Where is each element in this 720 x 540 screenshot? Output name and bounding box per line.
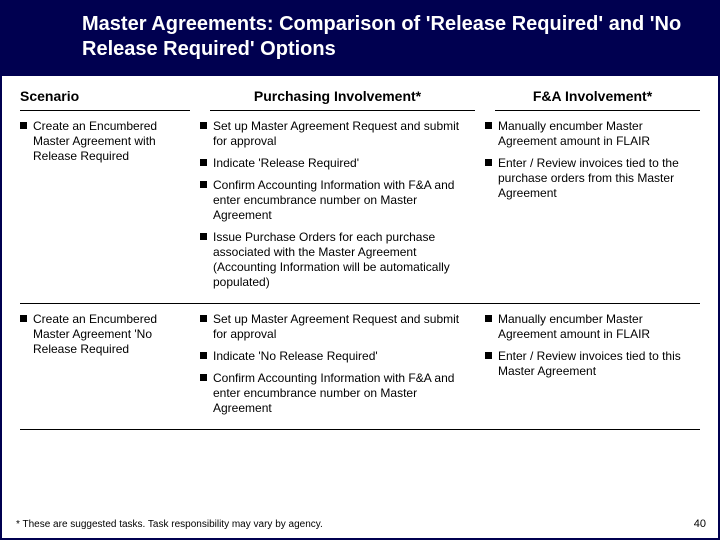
header-scenario: Scenario xyxy=(20,88,190,104)
list-item: Confirm Accounting Information with F&A … xyxy=(200,371,475,416)
bullet-icon xyxy=(485,159,492,166)
scenario-item: Create an Encumbered Master Agreement wi… xyxy=(20,119,190,164)
bullet-icon xyxy=(200,181,207,188)
content-area: Scenario Purchasing Involvement* F&A Inv… xyxy=(2,76,718,430)
scenario-row: Create an Encumbered Master Agreement 'N… xyxy=(20,304,700,429)
bullet-icon xyxy=(485,352,492,359)
scenario-item: Create an Encumbered Master Agreement 'N… xyxy=(20,312,190,357)
list-item: Manually encumber Master Agreement amoun… xyxy=(485,119,700,149)
bullet-icon xyxy=(485,122,492,129)
list-item: Set up Master Agreement Request and subm… xyxy=(200,312,475,342)
bullet-icon xyxy=(200,122,207,129)
list-item: Indicate 'Release Required' xyxy=(200,156,475,171)
list-item: Issue Purchase Orders for each purchase … xyxy=(200,230,475,290)
page-number: 40 xyxy=(694,518,706,530)
scenario-text: Create an Encumbered Master Agreement 'N… xyxy=(33,312,190,357)
column-headers: Scenario Purchasing Involvement* F&A Inv… xyxy=(20,88,700,108)
list-item: Indicate 'No Release Required' xyxy=(200,349,475,364)
list-item: Set up Master Agreement Request and subm… xyxy=(200,119,475,149)
list-item: Confirm Accounting Information with F&A … xyxy=(200,178,475,223)
bullet-icon xyxy=(200,159,207,166)
row-divider xyxy=(20,429,700,430)
bullet-icon xyxy=(200,352,207,359)
list-item: Manually encumber Master Agreement amoun… xyxy=(485,312,700,342)
scenario-text: Create an Encumbered Master Agreement wi… xyxy=(33,119,190,164)
list-item: Enter / Review invoices tied to this Mas… xyxy=(485,349,700,379)
page-title: Master Agreements: Comparison of 'Releas… xyxy=(82,13,681,60)
title-bar: Master Agreements: Comparison of 'Releas… xyxy=(2,2,718,76)
footnote: * These are suggested tasks. Task respon… xyxy=(16,519,323,530)
bullet-icon xyxy=(200,374,207,381)
bullet-icon xyxy=(20,122,27,129)
bullet-icon xyxy=(200,233,207,240)
bullet-icon xyxy=(20,315,27,322)
scenario-row: Create an Encumbered Master Agreement wi… xyxy=(20,111,700,303)
header-purchasing: Purchasing Involvement* xyxy=(200,88,475,104)
bullet-icon xyxy=(485,315,492,322)
list-item: Enter / Review invoices tied to the purc… xyxy=(485,156,700,201)
bullet-icon xyxy=(200,315,207,322)
header-fa: F&A Involvement* xyxy=(485,88,700,104)
header-underlines xyxy=(20,108,700,111)
